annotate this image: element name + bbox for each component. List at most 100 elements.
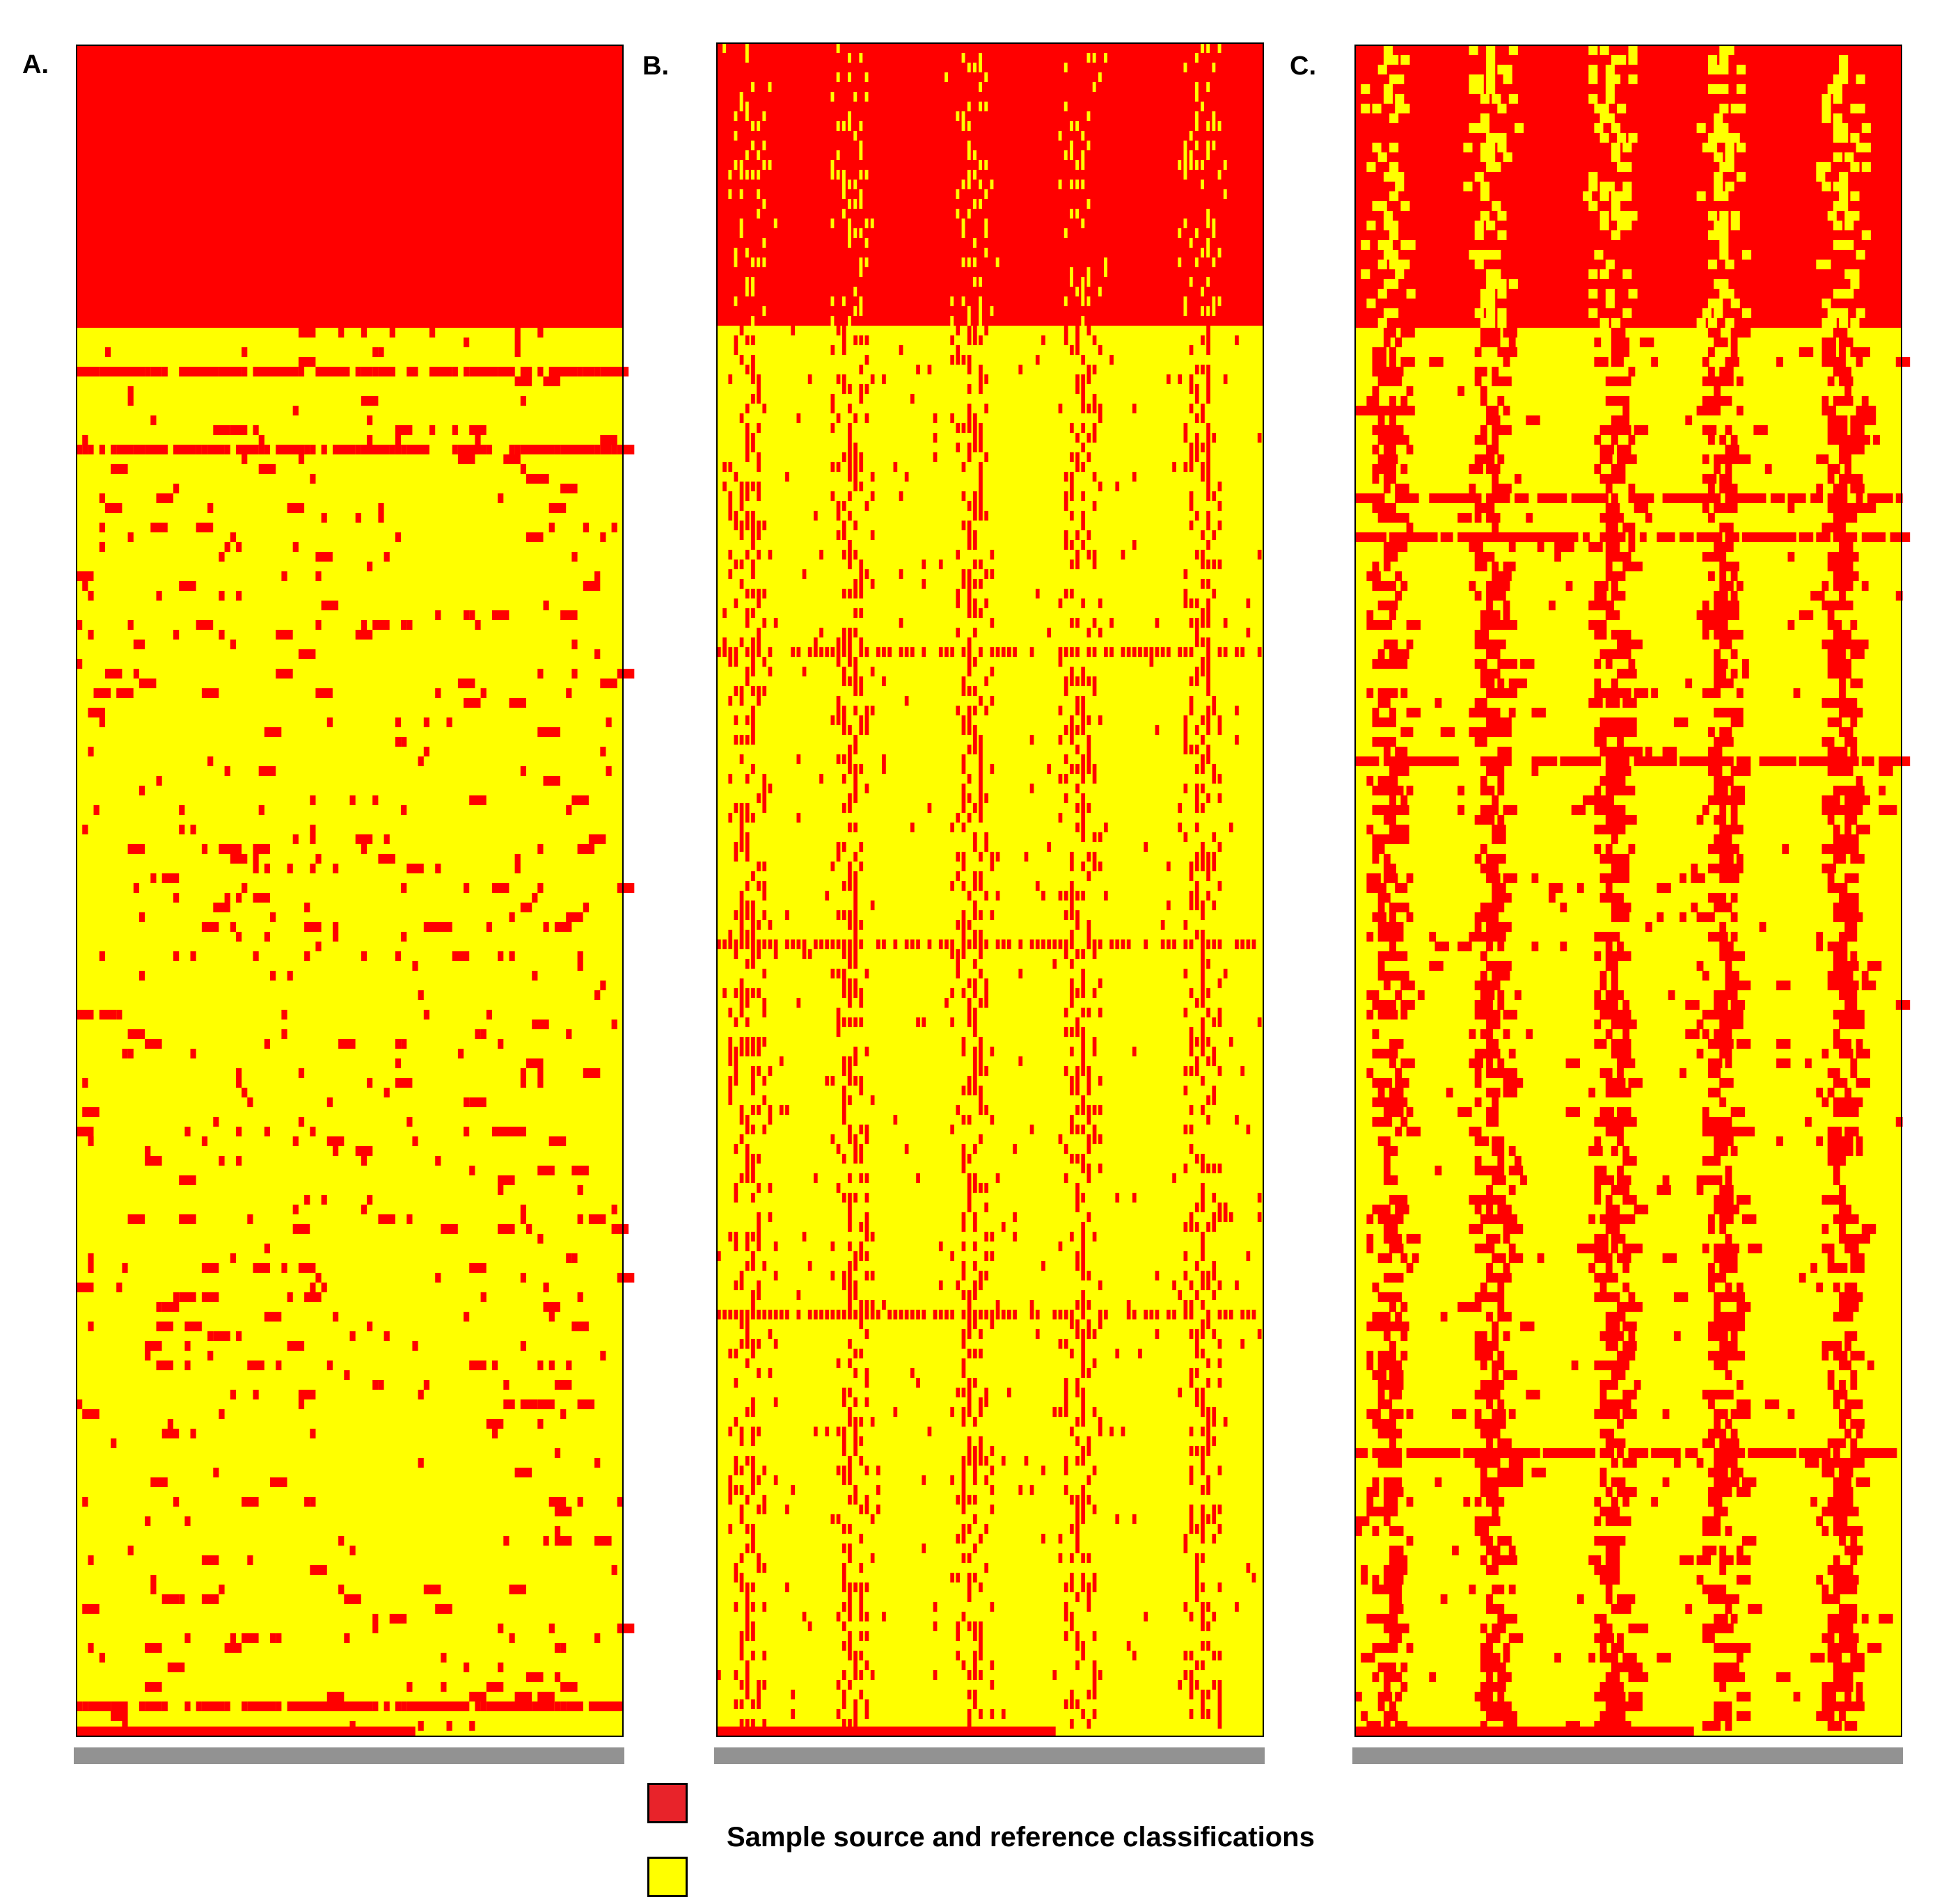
heatmap-cell (1189, 862, 1194, 871)
heatmap-cell (830, 92, 835, 102)
heatmap-cell (435, 1273, 441, 1283)
heatmap-cell (1189, 1222, 1194, 1232)
heatmap-cell (1856, 805, 1863, 815)
heatmap-cell (1081, 978, 1085, 988)
heatmap-cell (961, 53, 965, 63)
heatmap-cell (1217, 482, 1222, 491)
heatmap-cell (1474, 591, 1482, 601)
heatmap-cell (1217, 296, 1222, 306)
heatmap-cell (1696, 756, 1704, 766)
heatmap-cell (961, 784, 966, 793)
heatmap-cell (938, 647, 943, 657)
heatmap-cell (882, 754, 886, 764)
heatmap-cell (768, 1105, 773, 1115)
heatmap-cell (1714, 1068, 1721, 1078)
heatmap-cell (1201, 180, 1204, 189)
heatmap-cell (99, 1653, 105, 1663)
heatmap-cell (757, 462, 761, 472)
heatmap-cell (1377, 893, 1385, 903)
heatmap-cell (184, 1127, 191, 1136)
heatmap-cell (1486, 1088, 1501, 1097)
heatmap-cell (127, 386, 134, 396)
heatmap-cell (1702, 425, 1717, 435)
heatmap-cell (1799, 610, 1814, 620)
heatmap-cell (1583, 191, 1592, 201)
heatmap-cell (1492, 961, 1499, 971)
heatmap-cell (739, 1427, 744, 1436)
heatmap-cell (773, 1339, 778, 1349)
heatmap-cell (757, 920, 761, 930)
heatmap-cell (848, 1456, 852, 1466)
heatmap-cell (1839, 854, 1846, 864)
heatmap-cell (841, 1621, 846, 1631)
heatmap-cell (1389, 1107, 1404, 1117)
heatmap-cell (807, 374, 812, 384)
heatmap-cell (830, 462, 835, 472)
heatmap-cell (904, 1144, 909, 1154)
heatmap-cell (1770, 493, 1785, 503)
heatmap-cell (184, 1633, 191, 1643)
heatmap-cell (1201, 754, 1205, 764)
heatmap-cell (757, 862, 761, 871)
heatmap-cell (395, 717, 402, 727)
heatmap-cell (848, 1241, 852, 1251)
heatmap-cell (1474, 562, 1482, 571)
heatmap-cell (1201, 988, 1205, 998)
heatmap-cell (1742, 493, 1749, 503)
heatmap-cell (1850, 279, 1860, 289)
heatmap-cell (1708, 571, 1715, 581)
heatmap-cell (423, 1585, 441, 1594)
heatmap-cell (859, 189, 863, 199)
heatmap-cell (1355, 406, 1370, 415)
heatmap-cell (1435, 942, 1449, 951)
heatmap-cell (1833, 1136, 1840, 1146)
heatmap-cell (1070, 1621, 1074, 1631)
heatmap-cell (745, 1660, 750, 1670)
heatmap-cell (1708, 376, 1715, 386)
heatmap-cell (1844, 1088, 1851, 1097)
heatmap-cell (600, 532, 606, 542)
heatmap-cell (830, 1310, 835, 1319)
heatmap-cell (1395, 1088, 1402, 1097)
heatmap-cell (236, 1068, 242, 1078)
heatmap-cell (1714, 688, 1721, 698)
heatmap-cell (139, 912, 145, 922)
heatmap-cell (1098, 715, 1102, 725)
heatmap-cell (1377, 376, 1385, 386)
heatmap-cell (722, 608, 727, 618)
heatmap-cell (1531, 942, 1539, 951)
heatmap-cell (757, 1680, 761, 1690)
heatmap-cell (1708, 893, 1715, 903)
heatmap-cell (1702, 688, 1709, 698)
heatmap-cell (739, 754, 744, 764)
heatmap-cell (841, 1719, 846, 1729)
heatmap-cell (1839, 65, 1849, 74)
heatmap-cell (859, 1319, 864, 1329)
heatmap-cell (1132, 647, 1137, 657)
heatmap-cell (1400, 883, 1408, 893)
heatmap-cell (1189, 384, 1194, 394)
heatmap-cell (1645, 747, 1652, 756)
heatmap-cell (967, 1086, 972, 1095)
heatmap-cell (1126, 1310, 1131, 1319)
heatmap-cell (1497, 659, 1505, 669)
heatmap-cell (848, 1300, 852, 1310)
heatmap-cell (1389, 357, 1396, 367)
heatmap-cell (1611, 679, 1618, 688)
heatmap-cell (1833, 640, 1840, 649)
heatmap-cell (1189, 647, 1194, 657)
heatmap-cell (973, 832, 977, 842)
heatmap-cell (617, 883, 635, 893)
heatmap-cell (1366, 396, 1374, 406)
heatmap-cell (1622, 786, 1630, 795)
heatmap-cell (406, 1117, 413, 1127)
heatmap-cell (979, 277, 982, 287)
heatmap-cell (853, 1134, 858, 1144)
heatmap-cell (469, 1692, 487, 1701)
heatmap-cell (1719, 893, 1727, 903)
heatmap-cell (1628, 367, 1636, 376)
heatmap-cell (1001, 647, 1006, 657)
heatmap-cell (1194, 598, 1199, 608)
heatmap-cell (1492, 523, 1499, 532)
heatmap-cell (1092, 832, 1097, 842)
